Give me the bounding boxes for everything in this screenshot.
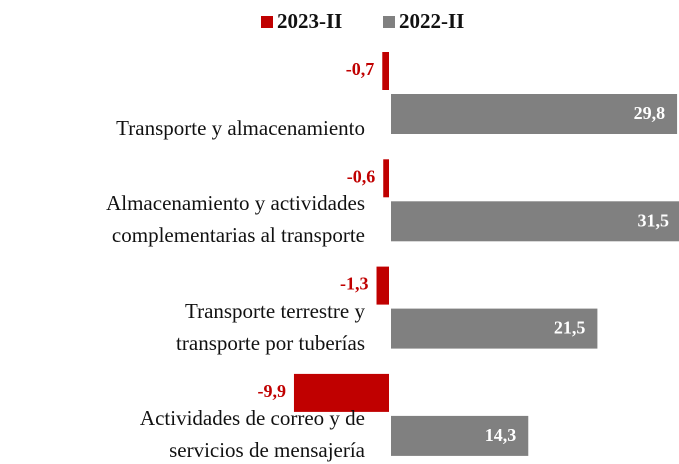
bar bbox=[293, 373, 389, 412]
data-label: -0,7 bbox=[346, 59, 375, 79]
bar bbox=[391, 308, 598, 349]
category-label: Transporte y almacenamiento bbox=[116, 116, 365, 140]
bar bbox=[391, 201, 679, 242]
bar bbox=[376, 266, 389, 305]
category-label: Almacenamiento y actividades complementa… bbox=[106, 191, 365, 248]
data-label: -0,6 bbox=[347, 166, 376, 186]
data-label: 14,3 bbox=[485, 425, 517, 445]
legend-label: 2023-II bbox=[277, 9, 342, 33]
data-label: 29,8 bbox=[634, 103, 666, 123]
category-label: Transporte terrestre y transporte por tu… bbox=[176, 298, 365, 355]
legend-label: 2022-II bbox=[399, 9, 464, 33]
legend-swatch bbox=[383, 16, 395, 28]
bar bbox=[391, 415, 529, 456]
bar bbox=[383, 159, 389, 198]
legend-swatch bbox=[261, 16, 273, 28]
bar bbox=[391, 94, 678, 134]
data-label: -9,9 bbox=[257, 381, 286, 401]
data-label: -1,3 bbox=[340, 274, 369, 294]
data-label: 21,5 bbox=[554, 318, 586, 338]
bar bbox=[382, 52, 389, 90]
category-label: Actividades de correo y de servicios de … bbox=[139, 405, 365, 462]
data-label: 31,5 bbox=[638, 210, 670, 230]
